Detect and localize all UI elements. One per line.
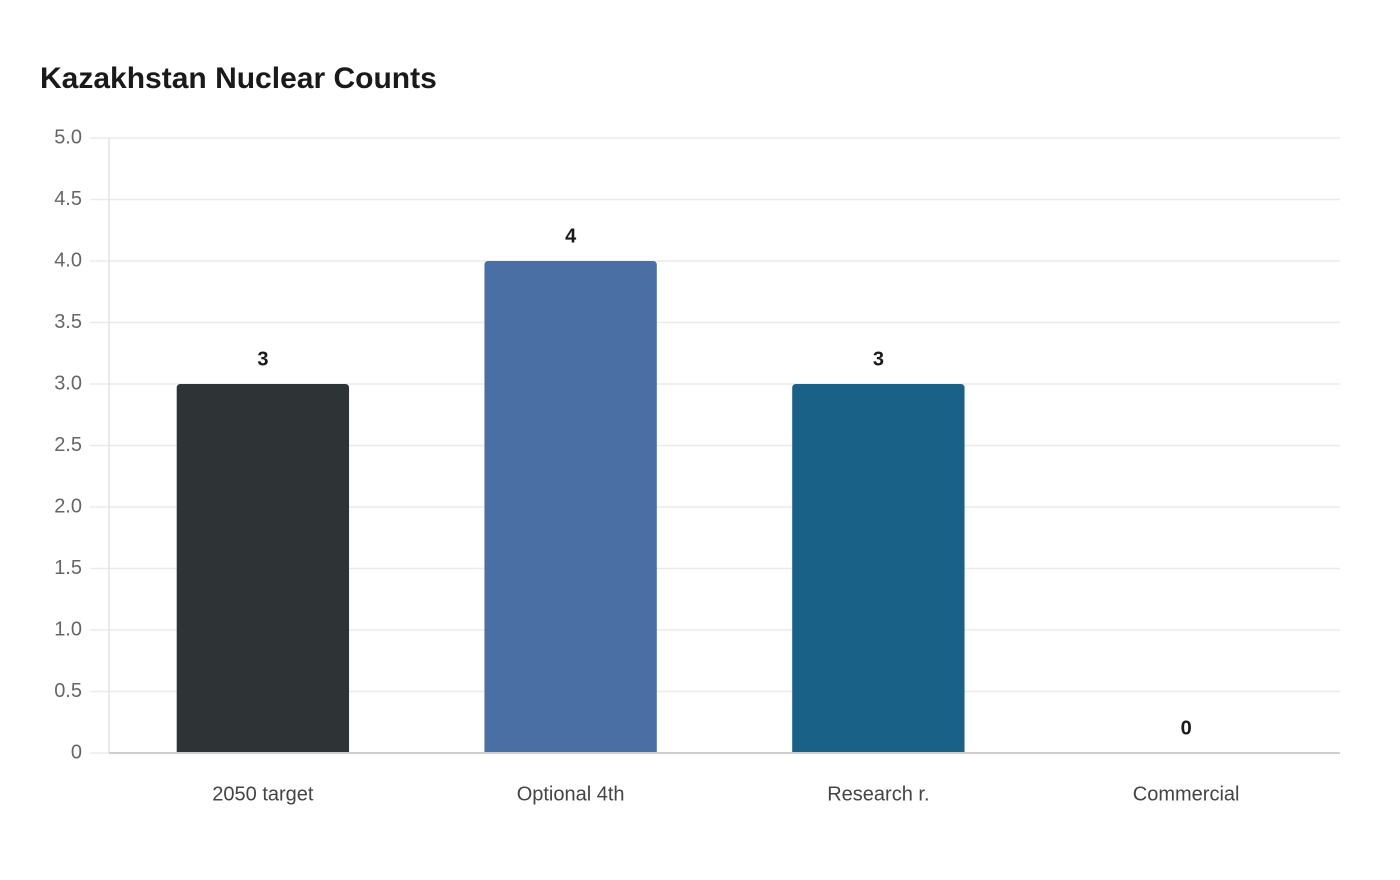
value-label: 3: [257, 348, 268, 370]
bar: [176, 384, 350, 753]
y-tick-label: 2.0: [54, 495, 82, 517]
value-label: 3: [873, 348, 884, 370]
y-tick-label: 1.0: [54, 618, 82, 640]
chart-title: Kazakhstan Nuclear Counts: [40, 62, 437, 95]
bar: [484, 261, 657, 753]
value-label: 0: [1181, 717, 1192, 739]
bar: [792, 384, 965, 753]
value-label: 4: [565, 225, 577, 247]
x-tick-label: 2050 target: [212, 783, 314, 805]
y-tick-label: 2.5: [54, 434, 82, 456]
x-tick-label: Research r.: [827, 783, 929, 805]
y-tick-label: 0: [71, 741, 82, 763]
y-tick-label: 3.5: [54, 311, 82, 333]
y-tick-label: 4.5: [54, 188, 82, 210]
y-tick-label: 4.0: [54, 249, 82, 271]
y-tick-label: 5.0: [54, 126, 82, 148]
y-tick-label: 3.0: [54, 372, 82, 394]
y-tick-label: 0.5: [54, 680, 82, 702]
x-tick-label: Optional 4th: [517, 783, 625, 805]
y-tick-label: 1.5: [54, 557, 82, 579]
x-tick-label: Commercial: [1133, 783, 1240, 805]
